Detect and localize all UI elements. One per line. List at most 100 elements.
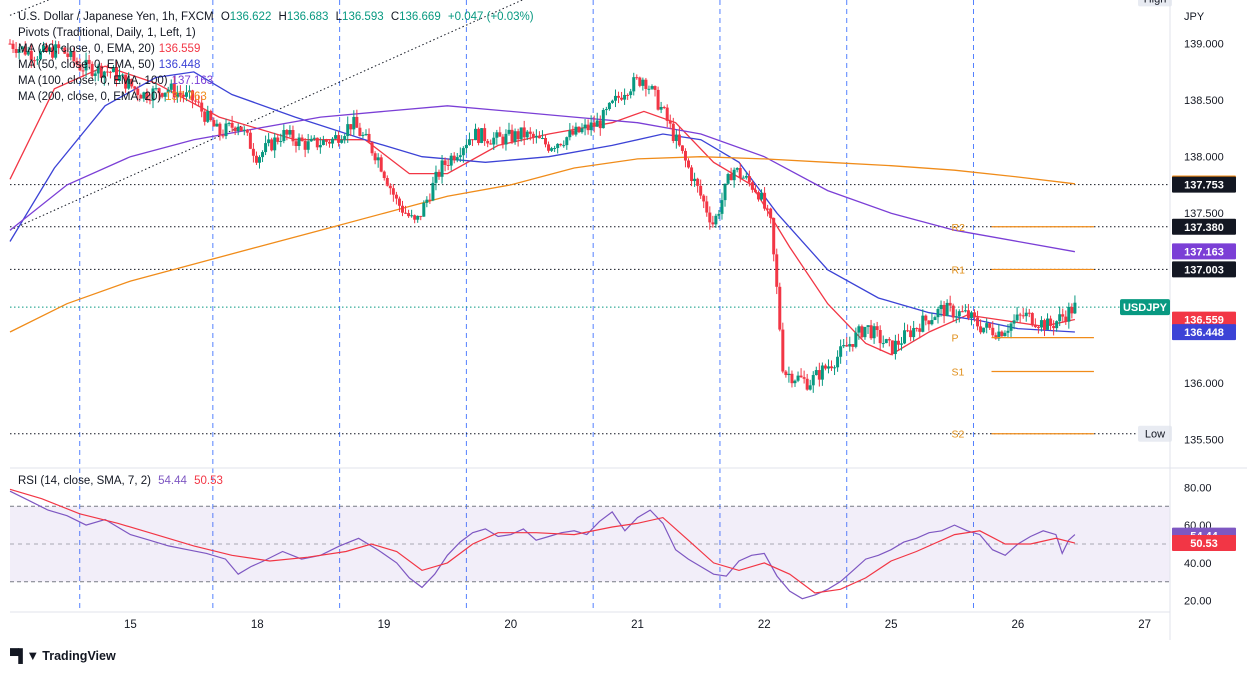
rsi-series-line [9,488,1076,594]
ma100-value: 137.163 [171,75,214,87]
candle-body [38,51,42,60]
candle-body [528,131,532,134]
candle-body [48,47,52,52]
candle-body [63,47,67,54]
candle-body [875,326,879,331]
candle-body [45,45,49,52]
candle-body [963,310,967,312]
candle-body [245,129,249,133]
candle-body [845,345,849,347]
symbol-title: U.S. Dollar / Japanese Yen, 1h, FXCM [18,11,214,23]
candle-body [151,88,155,101]
price-tag-box [1172,176,1236,193]
rsi-series-line [9,490,1076,600]
candle-body [507,129,511,134]
candle-body [924,315,928,321]
ma200-legend[interactable]: MA (200, close, 0, EMA, 20) 137.763 [18,89,207,105]
candle-body [99,65,103,78]
date-tick-label: 19 [378,619,391,631]
candle-body [1003,332,1007,337]
change-value: +0.047 (+0.03%) [447,11,534,23]
candle-body [991,327,995,336]
candle-body [540,137,544,139]
candle-body [903,330,907,344]
pivots-legend[interactable]: Pivots (Traditional, Daily, 1, Left, 1) [18,25,196,41]
candle-body [726,174,730,184]
candle-body [979,326,983,333]
tradingview-logo[interactable]: ▀▌▼ TradingView [10,648,116,663]
candle-body [562,145,566,147]
candle-body [166,89,170,93]
price-tick-label: 137.500 [1184,208,1224,220]
candle-body [288,130,292,135]
candle-body [848,344,852,347]
high-low-markers: High Low [1138,0,1172,442]
candle-body [203,111,207,122]
candle-body [340,140,344,143]
candle-body [1021,315,1025,317]
candle-body [1064,316,1068,322]
candle-body [267,139,271,144]
candle-body [653,86,657,90]
candle-body [422,202,426,217]
price-tag-box [1172,218,1236,235]
candle-body [200,102,204,112]
candle-body [519,127,523,140]
candle-body [604,109,608,111]
candle-body [394,194,398,199]
candle-body [236,126,240,132]
candle-body [327,141,331,144]
candle-body [988,323,992,328]
moving-averages [9,65,1076,356]
candle-body [1012,320,1016,324]
candle-body [467,139,471,145]
candle-body [662,107,666,109]
candle-body [282,130,286,142]
candle-body [826,366,830,369]
symbol-tag-box [1120,299,1170,316]
candle-body [449,155,453,166]
candle-body [483,128,487,142]
price-tag-box [1172,261,1236,278]
candle-body [1049,318,1053,326]
candle-body [580,128,584,133]
candle-body [108,71,112,73]
open-value: 136.622 [229,11,272,23]
candle-body [966,310,970,318]
candle-body [273,137,277,151]
high-label: H [278,11,287,23]
candle-body [735,167,739,170]
candle-body [994,335,998,339]
candle-body [410,215,414,217]
candle-body [790,373,794,384]
candle-body [84,59,88,71]
candle-body [157,88,161,94]
rsi-legend[interactable]: RSI (14, close, SMA, 7, 2) 54.44 50.53 [18,473,223,489]
date-tick-label: 27 [1138,619,1151,631]
candle-body [708,212,712,223]
candle-body [741,177,745,179]
candle-body [461,148,465,156]
open-label: O [220,11,230,23]
candle-body [160,93,164,97]
ma100-legend[interactable]: MA (100, close, 0, EMA, 100) 137.163 [18,73,213,89]
candle-body [172,83,176,98]
candle-body [665,107,669,121]
ma50-value: 136.448 [158,59,201,71]
marker-label: High [1144,0,1167,5]
candle-body [175,92,179,98]
candle-body [181,94,185,97]
ma20-legend[interactable]: MA (20, close, 0, EMA, 20) 136.559 [18,41,200,57]
candle-body [696,178,700,186]
candle-body [1024,312,1028,317]
ma50-legend[interactable]: MA (50, close, 0, EMA, 50) 136.448 [18,57,200,73]
candle-body [601,109,605,129]
candle-body [559,143,563,146]
candle-body [111,67,115,73]
candle-body [218,123,222,136]
candle-body [355,116,359,128]
candle-body [145,92,149,100]
candle-body [574,126,578,135]
candle-body [717,213,721,216]
